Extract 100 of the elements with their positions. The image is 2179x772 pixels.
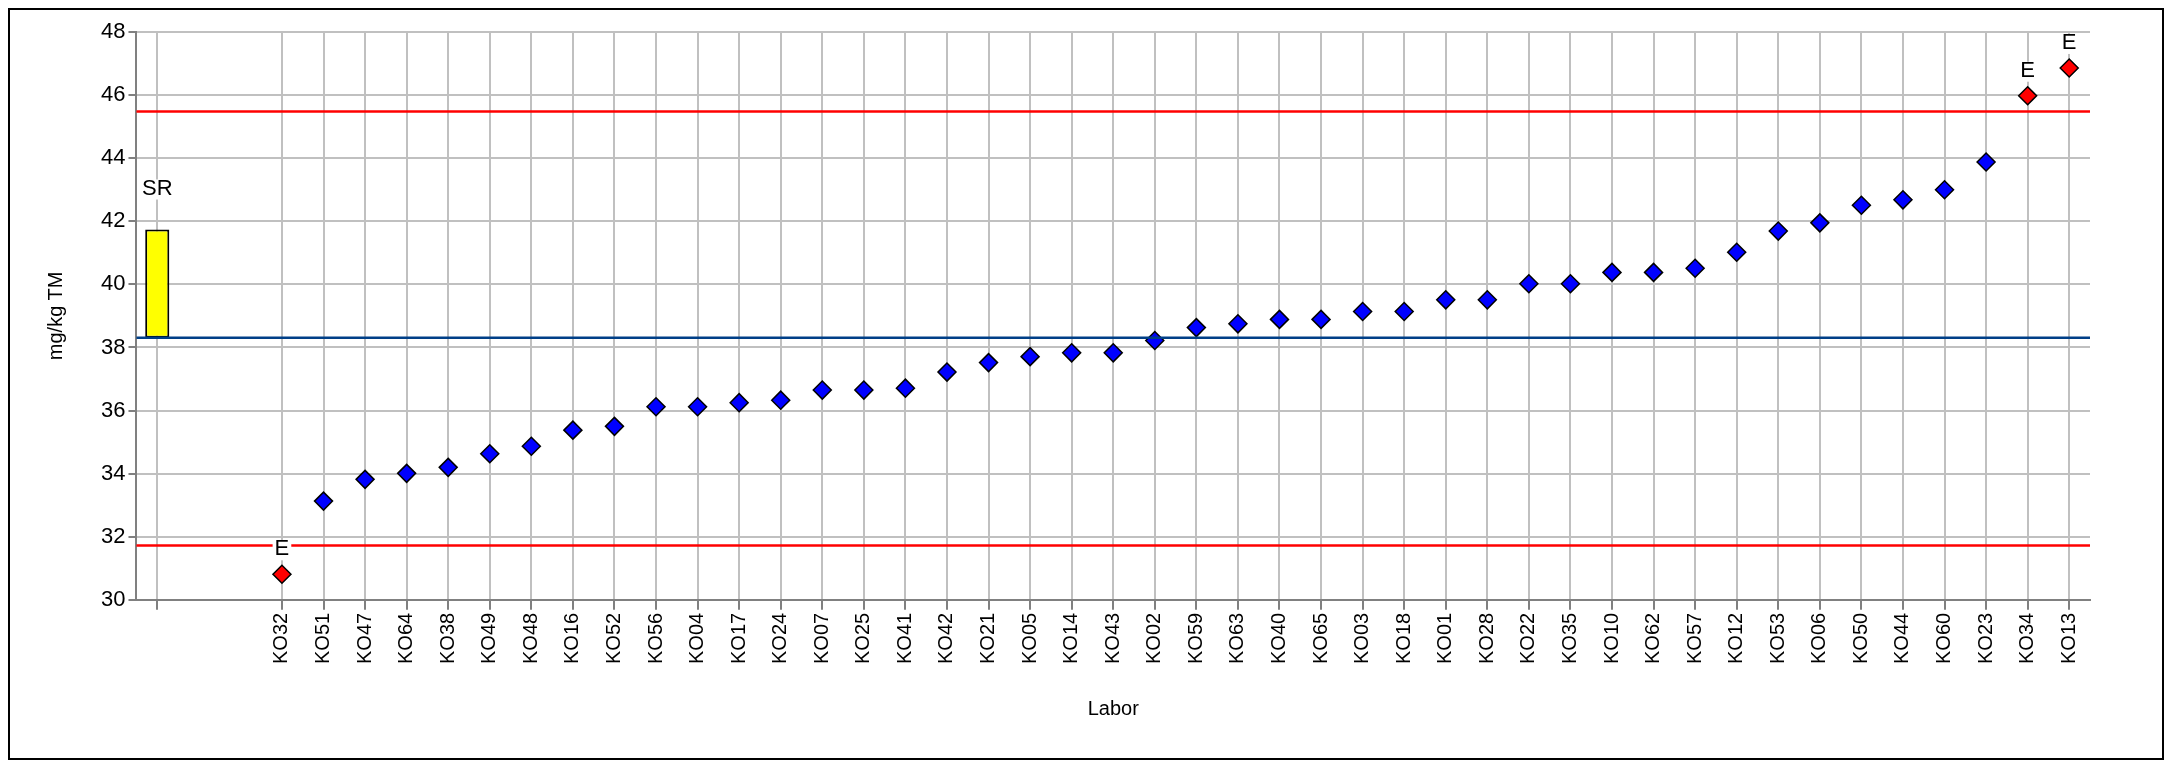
x-tick-label: KO63 <box>1225 612 1248 665</box>
point <box>1228 314 1248 334</box>
point <box>854 380 874 400</box>
x-tick-label: KO59 <box>1183 612 1206 665</box>
x-tick-label: KO48 <box>518 612 541 665</box>
point <box>1810 213 1830 233</box>
point <box>1061 343 1082 363</box>
y-tick-label: 44 <box>100 144 126 170</box>
y-tick-label: 38 <box>100 333 126 359</box>
point <box>895 378 916 398</box>
x-tick-label: KO50 <box>1848 612 1871 665</box>
point <box>1394 301 1414 322</box>
point <box>272 564 292 585</box>
x-tick-label: KO32 <box>269 612 292 665</box>
point <box>1352 301 1373 322</box>
point <box>604 416 625 437</box>
point <box>355 469 375 490</box>
point <box>1685 258 1705 279</box>
point <box>1976 152 1996 172</box>
point <box>2059 58 2079 78</box>
point <box>480 444 500 464</box>
x-tick-label: KO02 <box>1142 612 1165 665</box>
x-tick-label: KO64 <box>394 612 417 665</box>
point <box>563 420 583 440</box>
point <box>1477 290 1498 310</box>
x-tick-label: KO13 <box>2056 612 2079 665</box>
x-tick-label: KO51 <box>311 612 334 665</box>
x-tick-label: KO60 <box>1932 612 1955 665</box>
point <box>978 352 999 373</box>
data-label: E <box>2020 56 2035 82</box>
point <box>1560 274 1581 294</box>
data-label: E <box>2061 29 2077 55</box>
x-tick-label: KO01 <box>1433 612 1456 665</box>
point <box>1893 190 1913 210</box>
x-tick-label: KO49 <box>477 612 500 665</box>
point <box>1269 309 1290 330</box>
y-tick-label: 46 <box>100 81 126 107</box>
point <box>1311 309 1331 330</box>
y-tick-label: 32 <box>100 522 126 548</box>
x-tick-label: KO38 <box>435 612 458 665</box>
x-axis-title: Labor <box>1087 696 1140 719</box>
x-tick-label: KO22 <box>1516 612 1539 665</box>
point <box>937 362 957 382</box>
x-tick-label: KO25 <box>851 612 874 665</box>
x-tick-label: KO28 <box>1474 612 1497 665</box>
x-tick-label: KO23 <box>1973 612 1996 665</box>
x-tick-label: KO44 <box>1890 612 1913 665</box>
x-tick-label: KO21 <box>976 612 999 665</box>
point <box>687 397 708 417</box>
point <box>1436 290 1456 310</box>
point <box>1186 317 1207 338</box>
point <box>1602 262 1622 283</box>
y-tick-label: 36 <box>100 396 126 422</box>
x-tick-label: KO18 <box>1391 612 1414 665</box>
x-tick-label: KO56 <box>643 612 666 665</box>
x-tick-label: KO06 <box>1807 612 1830 665</box>
x-tick-label: KO62 <box>1641 612 1664 665</box>
point <box>438 457 458 478</box>
x-tick-label: KO41 <box>892 612 915 665</box>
x-tick-label: KO24 <box>768 612 791 665</box>
x-tick-label: KO53 <box>1765 612 1788 665</box>
x-tick-label: KO43 <box>1100 612 1123 665</box>
x-tick-label: KO12 <box>1724 612 1747 665</box>
x-tick-label: KO42 <box>934 612 957 665</box>
point <box>1726 242 1747 262</box>
x-tick-label: KO34 <box>2015 612 2038 665</box>
point <box>812 380 833 400</box>
point <box>770 390 791 410</box>
y-tick-label: 34 <box>100 459 126 485</box>
x-tick-label: KO57 <box>1682 612 1705 665</box>
point <box>1103 343 1123 363</box>
point <box>2017 85 2038 106</box>
point <box>646 397 666 417</box>
point <box>313 491 334 511</box>
y-tick-label: 40 <box>100 270 126 296</box>
y-tick-label: 48 <box>100 18 126 44</box>
x-tick-label: KO07 <box>809 612 832 665</box>
y-axis-title: mg/kg TM <box>43 271 66 361</box>
y-tick-label: 30 <box>100 585 126 611</box>
point <box>1934 179 1955 200</box>
x-tick-label: KO04 <box>685 612 708 665</box>
x-tick-label: KO14 <box>1059 612 1082 665</box>
point <box>1519 274 1539 294</box>
x-tick-label: KO65 <box>1308 612 1331 665</box>
point <box>729 392 749 413</box>
x-tick-label: KO10 <box>1599 612 1622 665</box>
point <box>1768 221 1789 241</box>
point <box>1851 195 1872 215</box>
point <box>1020 346 1040 367</box>
x-tick-label: KO35 <box>1557 612 1580 665</box>
x-tick-label: KO05 <box>1017 612 1040 665</box>
x-tick-label: KO52 <box>601 612 624 665</box>
data-label: E <box>274 535 290 561</box>
x-tick-label: KO40 <box>1267 612 1290 665</box>
point <box>521 436 542 456</box>
x-tick-label: KO03 <box>1350 612 1373 665</box>
x-tick-label: KO16 <box>560 612 583 665</box>
x-tick-label: KO17 <box>726 612 749 665</box>
point <box>396 463 417 484</box>
point <box>1643 262 1664 283</box>
